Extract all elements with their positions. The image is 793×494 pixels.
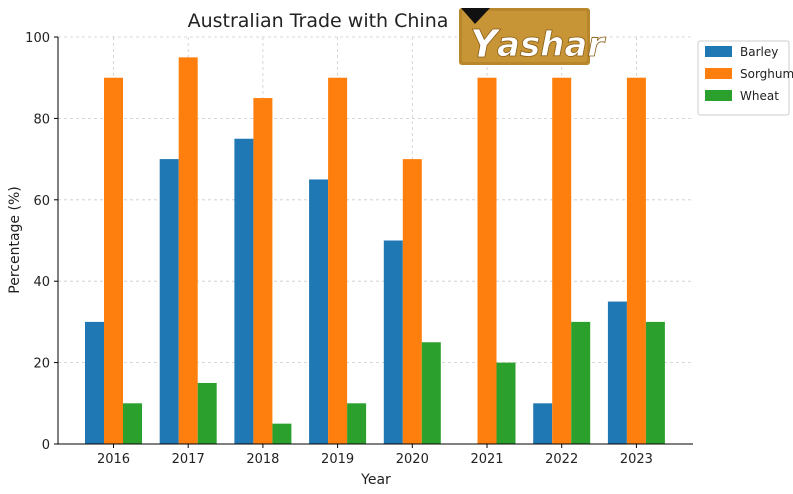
brand-logo: Y ashar: [459, 8, 607, 66]
bar-barley-2023: [607, 301, 627, 444]
bar-barley-2020: [383, 240, 403, 444]
bar-barley-2022: [533, 403, 553, 444]
y-tick-label: 0: [42, 438, 50, 453]
x-axis-label: Year: [360, 472, 391, 488]
x-tick-label: 2017: [172, 452, 205, 467]
bar-sorghum-2020: [402, 159, 422, 444]
bar-wheat-2021: [496, 362, 516, 444]
legend-swatch: [705, 90, 732, 101]
bar-sorghum-2017: [178, 57, 198, 444]
legend-label: Wheat: [740, 89, 779, 103]
bar-sorghum-2021: [477, 77, 497, 444]
x-tick-label: 2019: [321, 452, 354, 467]
y-tick-label: 40: [33, 275, 50, 290]
bar-sorghum-2019: [328, 77, 348, 444]
y-axis-label: Percentage (%): [7, 186, 23, 293]
bar-wheat-2023: [645, 321, 665, 444]
bar-sorghum-2023: [626, 77, 646, 444]
x-tick-label: 2020: [396, 452, 429, 467]
legend-label: Sorghum: [740, 67, 793, 81]
logo-text: ashar: [497, 25, 606, 65]
bar-wheat-2020: [421, 342, 441, 444]
bar-barley-2019: [309, 179, 329, 444]
bar-wheat-2017: [197, 382, 217, 444]
logo-highlight: [462, 11, 587, 62]
bar-wheat-2018: [272, 423, 292, 444]
y-ticks: 0 20 40 60 80 100: [25, 31, 58, 453]
bar-barley-2017: [159, 159, 179, 444]
y-tick-label: 20: [33, 357, 50, 372]
chart-title: Australian Trade with China: [188, 10, 449, 32]
bar-sorghum-2022: [552, 77, 572, 444]
bar-sorghum-2016: [104, 77, 123, 444]
x-ticks: 2016 2017 2018 2019 2020 2021 2022 2023: [97, 444, 653, 467]
legend-swatch: [705, 68, 732, 79]
axes: [57, 37, 693, 445]
bar-wheat-2016: [123, 403, 142, 444]
logo-triangle-icon: [461, 8, 490, 24]
bar-wheat-2022: [571, 321, 591, 444]
bars-group: [85, 57, 665, 445]
legend-label: Barley: [740, 45, 778, 59]
bar-wheat-2019: [347, 403, 367, 444]
legend: Barley Sorghum Wheat: [697, 40, 793, 116]
x-tick-label: 2021: [470, 452, 503, 467]
legend-swatch: [705, 46, 732, 57]
y-tick-label: 60: [33, 194, 50, 209]
y-tick-label: 100: [25, 31, 50, 46]
y-tick-label: 80: [33, 112, 50, 127]
logo-initial: Y: [470, 22, 501, 66]
x-tick-label: 2016: [97, 452, 130, 467]
x-tick-label: 2022: [545, 452, 578, 467]
bar-barley-2018: [234, 138, 254, 444]
bar-barley-2016: [85, 321, 104, 444]
bar-sorghum-2018: [253, 98, 273, 445]
x-tick-label: 2023: [620, 452, 653, 467]
x-tick-label: 2018: [246, 452, 279, 467]
